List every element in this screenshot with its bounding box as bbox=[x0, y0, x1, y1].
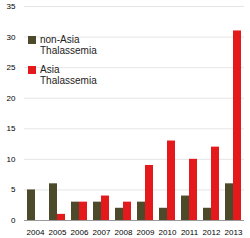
svg-text:2010: 2010 bbox=[159, 228, 177, 237]
svg-text:2012: 2012 bbox=[203, 228, 221, 237]
svg-text:25: 25 bbox=[7, 63, 16, 72]
svg-text:2013: 2013 bbox=[225, 228, 243, 237]
svg-text:2009: 2009 bbox=[137, 228, 155, 237]
svg-text:2004: 2004 bbox=[27, 228, 45, 237]
svg-text:5: 5 bbox=[11, 185, 16, 194]
html-text:Asia Thalassemia: Asia Thalassemia bbox=[40, 64, 97, 86]
svg-text:15: 15 bbox=[7, 124, 16, 133]
svg-text:2005: 2005 bbox=[49, 228, 67, 237]
svg-text:35: 35 bbox=[7, 2, 16, 11]
svg-text:10: 10 bbox=[7, 155, 16, 164]
html-text:non-Asia Thalassemia: non-Asia Thalassemia bbox=[40, 34, 97, 56]
svg-text:2008: 2008 bbox=[115, 228, 133, 237]
svg-text:2007: 2007 bbox=[93, 228, 111, 237]
svg-text:30: 30 bbox=[7, 33, 16, 42]
svg-text:2006: 2006 bbox=[71, 228, 89, 237]
svg-text:20: 20 bbox=[7, 94, 16, 103]
svg-text:2011: 2011 bbox=[181, 228, 199, 237]
svg-text:0: 0 bbox=[11, 216, 16, 225]
